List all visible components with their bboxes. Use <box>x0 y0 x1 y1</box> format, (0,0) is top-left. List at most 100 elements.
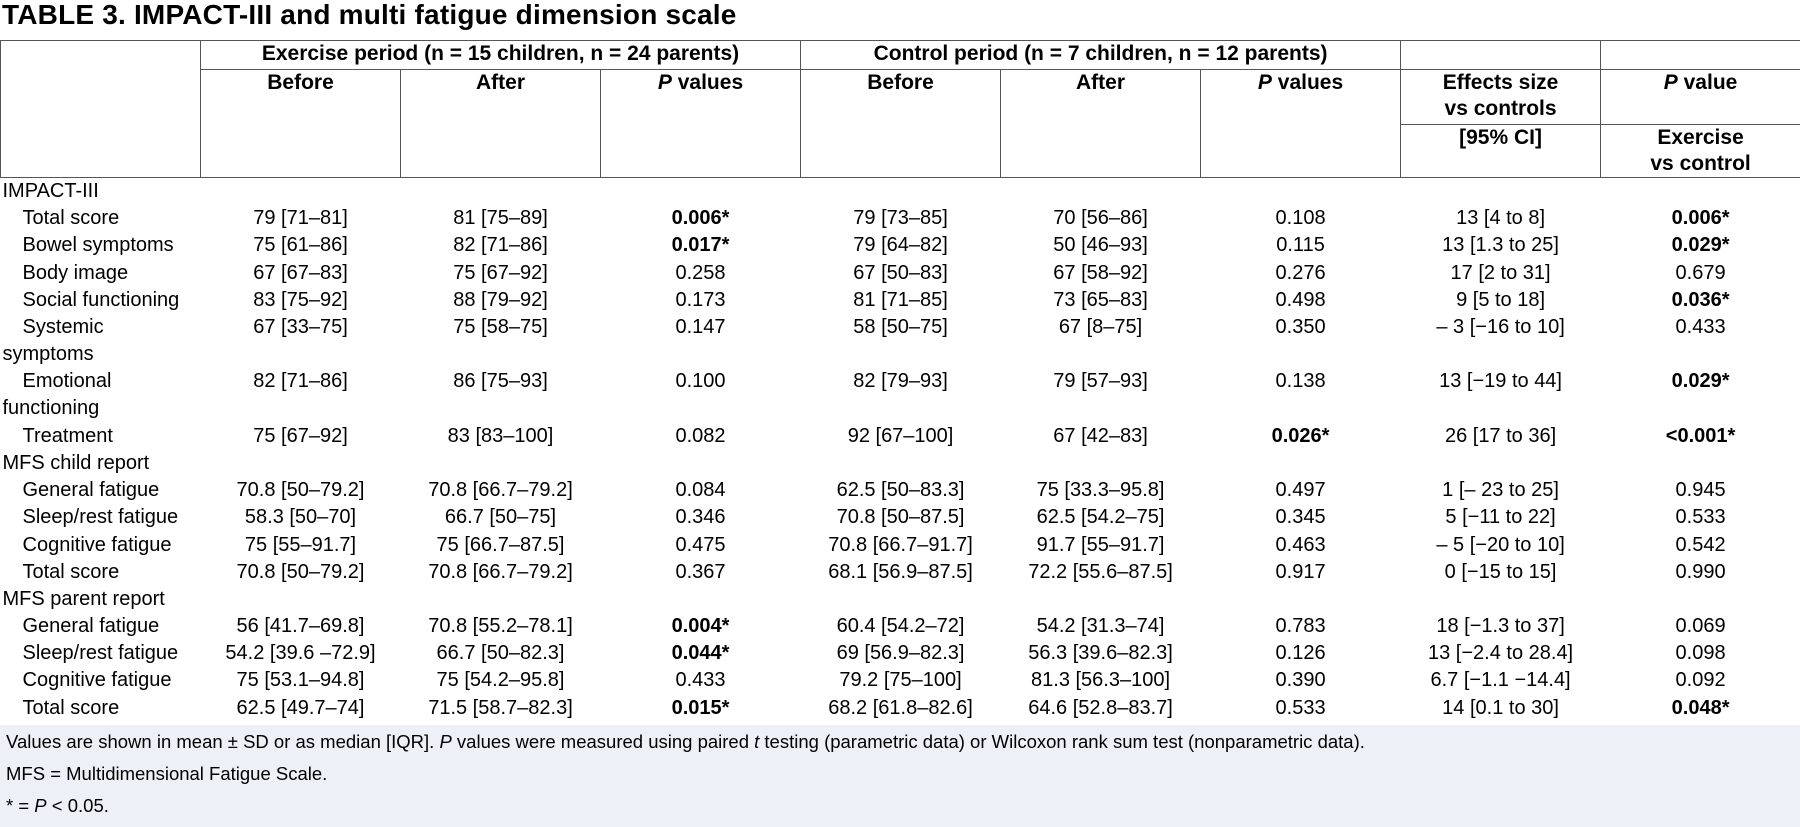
table-cell: 0.015* <box>671 696 730 719</box>
table-cell: 54.2 [39.6 –72.9] <box>225 642 376 665</box>
table-cell: 50 [46–93] <box>1053 234 1148 257</box>
table-row: Total score 79 [71–81] 81 [75–89] 0.006* 79 … <box>1 205 1800 232</box>
table-cell: 13 [−19 to 44] <box>1439 370 1562 393</box>
ci-header: [95% CI] <box>1400 124 1602 178</box>
table-cell: 75 [67–92] <box>453 261 548 284</box>
table-cell: 0.100 <box>675 370 726 393</box>
table-cell: 0.475 <box>675 533 726 556</box>
table-cell: 0.346 <box>675 506 726 529</box>
table-row: Treatment 75 [67–92] 83 [83–100] 0.082 92 [6… <box>1 423 1800 450</box>
footnote-significance: * = P < 0.05. <box>6 795 109 816</box>
table-cell: 79.2 [75–100] <box>839 669 962 692</box>
table-cell: 0.679 <box>1675 261 1726 284</box>
table-cell: 0.542 <box>1675 533 1726 556</box>
exercise-period-header: Exercise period (n = 15 children, n = 24… <box>199 40 802 70</box>
table-row: General fatigue 56 [41.7–69.8] 70.8 [55.2–… <box>1 613 1800 640</box>
table-cell: 82 [71–86] <box>453 234 548 257</box>
table-cell: 0.108 <box>1275 207 1326 230</box>
table-row: Bowel symptoms 75 [61–86] 82 [71–86] 0.017*… <box>1 232 1800 259</box>
table-cell: 67 [58–92] <box>1053 261 1148 284</box>
row-label: General fatigue <box>1 613 201 640</box>
row-label: Social functioning <box>1 287 201 314</box>
table-cell: 0.433 <box>1675 316 1726 339</box>
row-label-text: Social functioning <box>22 288 180 311</box>
table-cell: 0.533 <box>1275 696 1326 719</box>
table-cell: 0.017* <box>671 234 730 257</box>
table-cell: 0.367 <box>675 560 726 583</box>
exercise-pvalues-header: P values <box>599 69 802 178</box>
table-cell: 0.084 <box>675 479 726 502</box>
row-label-text: Total score <box>22 696 120 719</box>
row-label-text: General fatigue <box>22 479 160 502</box>
section-label: MFS child report <box>2 451 150 474</box>
table-cell: 75 [67–92] <box>253 424 348 447</box>
table-cell: 0.082 <box>675 424 726 447</box>
effects-size-header: Effects size vs controls <box>1400 69 1602 125</box>
footnote-mfs: MFS = Multidimensional Fatigue Scale. <box>6 763 328 784</box>
table-row: Cognitive fatigue 75 [55–91.7] 75 [66.7–87… <box>1 531 1800 558</box>
row-label: Total score <box>1 205 201 232</box>
row-label-text: Bowel symptoms <box>22 234 174 257</box>
table-cell: 73 [65–83] <box>1053 288 1148 311</box>
pvalue-group-header <box>1600 40 1800 70</box>
table-cell: 0.498 <box>1275 288 1326 311</box>
table-cell: 70.8 [66.7–79.2] <box>428 479 573 502</box>
table-cell: 75 [53.1–94.8] <box>236 669 365 692</box>
corner-cell <box>0 40 201 178</box>
table-cell: 9 [5 to 18] <box>1456 288 1546 311</box>
row-label-continuation: symptoms <box>2 342 94 365</box>
table-cell: 0.044* <box>671 642 730 665</box>
row-label-text: General fatigue <box>22 615 160 638</box>
row-label: Cognitive fatigue <box>1 531 201 558</box>
table-cell: 66.7 [50–75] <box>444 506 557 529</box>
table-cell: 62.5 [54.2–75] <box>1036 506 1165 529</box>
table-cell: 0.433 <box>675 669 726 692</box>
table-cell: 0.026* <box>1271 424 1330 447</box>
table-cell: 81 [71–85] <box>853 288 948 311</box>
table-cell: 0.029* <box>1671 370 1730 393</box>
table-cell: 0 [−15 to 15] <box>1444 560 1557 583</box>
row-label: Sleep/rest fatigue <box>1 640 201 667</box>
table-row: Total score 70.8 [50–79.2] 70.8 [66.7–79.2… <box>1 559 1800 586</box>
table-row: Total score 62.5 [49.7–74] 71.5 [58.7–82.3… <box>1 695 1800 722</box>
wrap-spacer-row <box>1 396 1800 423</box>
table-cell: 0.048* <box>1671 696 1730 719</box>
control-after-header: After <box>1000 69 1202 178</box>
row-label: Treatment <box>1 423 201 450</box>
table-cell: 72.2 [55.6–87.5] <box>1028 560 1173 583</box>
table-cell: 0.533 <box>1675 506 1726 529</box>
table-cell: 0.390 <box>1275 669 1326 692</box>
table-cell: 86 [75–93] <box>453 370 548 393</box>
table-cell: 64.6 [52.8–83.7] <box>1028 696 1173 719</box>
section-row: IMPACT-III <box>1 178 1800 206</box>
results-table: Exercise period (n = 15 children, n = 24… <box>0 40 1800 722</box>
table-cell: 0.006* <box>671 207 730 230</box>
table-cell: 56.3 [39.6–82.3] <box>1028 642 1173 665</box>
table-cell: 70 [56–86] <box>1053 207 1148 230</box>
table-cell: 81 [75–89] <box>453 207 548 230</box>
table-cell: 0.147 <box>675 316 726 339</box>
wrap-spacer-row <box>1 341 1800 368</box>
table-cell: 69 [56.9–82.3] <box>836 642 965 665</box>
pvalue-header: P value <box>1600 69 1800 125</box>
table-cell: 70.8 [50–87.5] <box>836 506 965 529</box>
row-label: Body image <box>1 260 201 287</box>
table-cell: 67 [8–75] <box>1058 316 1143 339</box>
table-cell: 91.7 [55–91.7] <box>1036 533 1165 556</box>
table-cell: 13 [−2.4 to 28.4] <box>1428 642 1574 665</box>
row-label: Total score <box>1 559 201 586</box>
table-cell: 79 [57–93] <box>1053 370 1148 393</box>
exercise-after-header: After <box>400 69 601 178</box>
wrap-spacer-cell <box>1 396 1800 423</box>
row-label: Cognitive fatigue <box>1 667 201 694</box>
table-cell: 70.8 [66.7–91.7] <box>828 533 973 556</box>
table-cell: 75 [58–75] <box>453 316 548 339</box>
table-row: Sleep/rest fatigue 54.2 [39.6 –72.9] 66.7 … <box>1 640 1800 667</box>
table-row: Systemic symptoms 67 [33–75] 75 [58–75] 0.14… <box>1 314 1800 365</box>
row-label: Systemic symptoms <box>1 314 201 365</box>
table-row: Social functioning 83 [75–92] 88 [79–92] 0.… <box>1 287 1800 314</box>
row-label-text: Body image <box>22 261 129 284</box>
table-cell: 75 [55–91.7] <box>244 533 357 556</box>
row-label-text: Total score <box>22 207 120 230</box>
table-row: Body image 67 [67–83] 75 [67–92] 0.258 67 [5… <box>1 260 1800 287</box>
